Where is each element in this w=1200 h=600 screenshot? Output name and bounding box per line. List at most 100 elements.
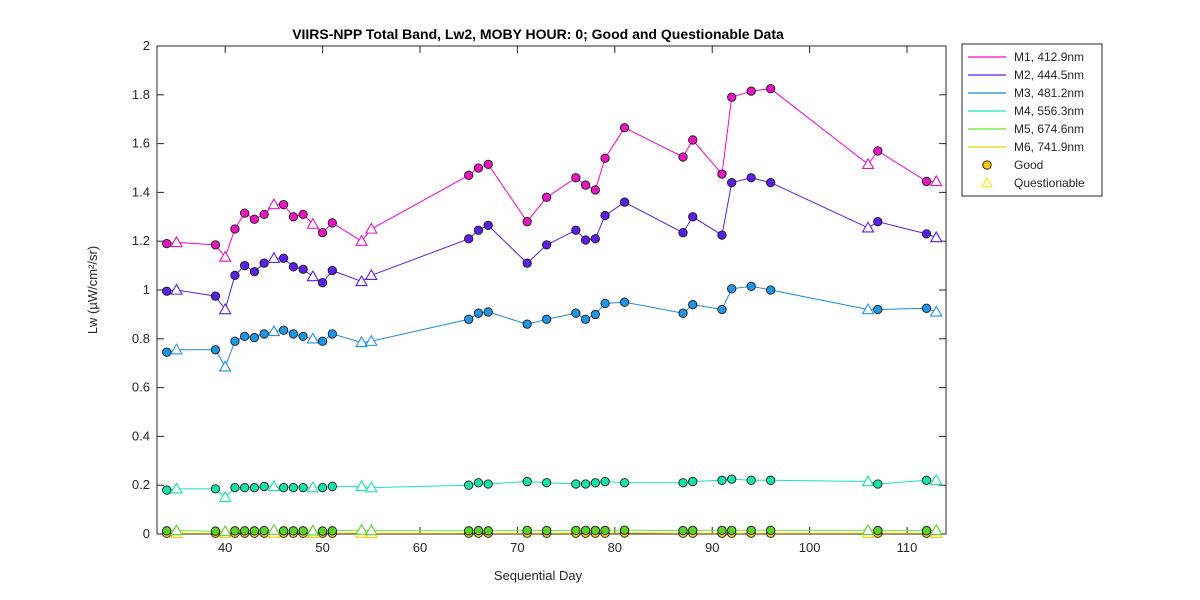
good-point <box>464 314 474 324</box>
good-point <box>317 482 328 493</box>
x-tick-label: 50 <box>315 540 329 555</box>
good-point <box>288 526 299 536</box>
x-axis-label: Sequential Day <box>494 568 583 583</box>
good-point <box>317 278 328 288</box>
questionable-point <box>170 523 183 536</box>
good-point <box>240 208 250 218</box>
good-point <box>210 484 221 494</box>
good-point <box>746 525 756 535</box>
questionable-point <box>306 217 320 229</box>
good-point <box>288 482 299 493</box>
questionable-point <box>929 473 943 485</box>
y-tick-label: 0.4 <box>132 428 150 443</box>
good-point <box>921 229 932 239</box>
good-point <box>259 481 269 492</box>
questionable-point <box>929 305 943 317</box>
x-tick-label: 80 <box>608 540 622 555</box>
questionable-point <box>355 523 369 535</box>
good-point <box>688 476 698 487</box>
questionable-point <box>355 335 369 348</box>
good-point <box>240 526 250 536</box>
questionable-point <box>861 302 875 315</box>
good-point <box>278 482 289 493</box>
good-point <box>259 209 269 220</box>
good-point <box>746 281 756 291</box>
good-point <box>580 314 591 324</box>
good-point <box>298 526 308 536</box>
good-point <box>327 218 337 228</box>
legend-questionable-marker <box>981 176 993 188</box>
good-point <box>327 481 337 492</box>
questionable-point <box>364 222 378 234</box>
good-point <box>464 234 474 244</box>
good-point <box>678 308 688 318</box>
good-point <box>230 336 240 346</box>
questionable-point <box>267 197 281 210</box>
good-point <box>727 92 737 102</box>
good-point <box>600 525 610 535</box>
good-point <box>688 212 698 222</box>
good-point <box>619 197 630 207</box>
good-point <box>464 526 474 536</box>
good-point <box>688 525 698 535</box>
good-point <box>240 331 250 342</box>
good-point <box>230 224 240 234</box>
good-point <box>600 298 610 309</box>
legend-label: M2, 444.5nm <box>1014 68 1084 82</box>
good-point <box>278 526 289 536</box>
x-tick-label: 40 <box>218 540 232 555</box>
good-point <box>746 475 756 485</box>
good-point <box>590 478 600 488</box>
good-point <box>766 177 776 188</box>
good-point <box>541 192 552 202</box>
good-point <box>288 329 299 339</box>
x-tick-label: 90 <box>705 540 719 555</box>
good-point <box>249 214 260 224</box>
questionable-point <box>306 481 320 493</box>
good-point <box>162 347 172 357</box>
good-point <box>483 220 493 230</box>
good-point <box>298 331 308 342</box>
questionable-point <box>267 479 281 492</box>
good-point <box>600 210 610 221</box>
x-tick-label: 100 <box>799 540 821 555</box>
good-point <box>727 284 737 294</box>
questionable-point <box>218 302 232 315</box>
good-point <box>210 291 221 301</box>
good-point <box>717 525 727 535</box>
good-point <box>240 482 250 493</box>
good-point <box>571 308 581 318</box>
good-point <box>473 308 484 318</box>
good-point <box>746 173 756 183</box>
good-point <box>259 258 269 268</box>
legend-label: M4, 556.3nm <box>1014 104 1084 118</box>
questionable-point <box>306 524 320 536</box>
good-point <box>678 228 688 238</box>
good-point <box>590 309 600 320</box>
good-point <box>464 170 474 180</box>
legend-label: M1, 412.9nm <box>1014 50 1084 64</box>
good-point <box>483 479 493 489</box>
good-point <box>522 258 532 268</box>
good-point <box>921 176 932 187</box>
legend-label: M5, 674.6nm <box>1014 122 1084 136</box>
good-point <box>590 185 600 195</box>
questionable-point <box>218 490 232 503</box>
good-point <box>678 478 688 488</box>
good-point <box>717 230 727 240</box>
good-point <box>327 526 337 536</box>
good-point <box>580 235 591 245</box>
good-point <box>571 173 581 183</box>
good-point <box>571 479 581 489</box>
good-point <box>473 478 484 488</box>
good-point <box>873 479 883 489</box>
questionable-point <box>218 250 232 262</box>
good-point <box>288 262 299 272</box>
chart-title: VIIRS-NPP Total Band, Lw2, MOBY HOUR: 0;… <box>292 26 784 42</box>
good-point <box>541 525 552 536</box>
good-point <box>727 177 737 188</box>
good-point <box>522 217 532 227</box>
good-point <box>249 482 260 493</box>
good-point <box>727 525 737 535</box>
good-point <box>873 304 883 315</box>
